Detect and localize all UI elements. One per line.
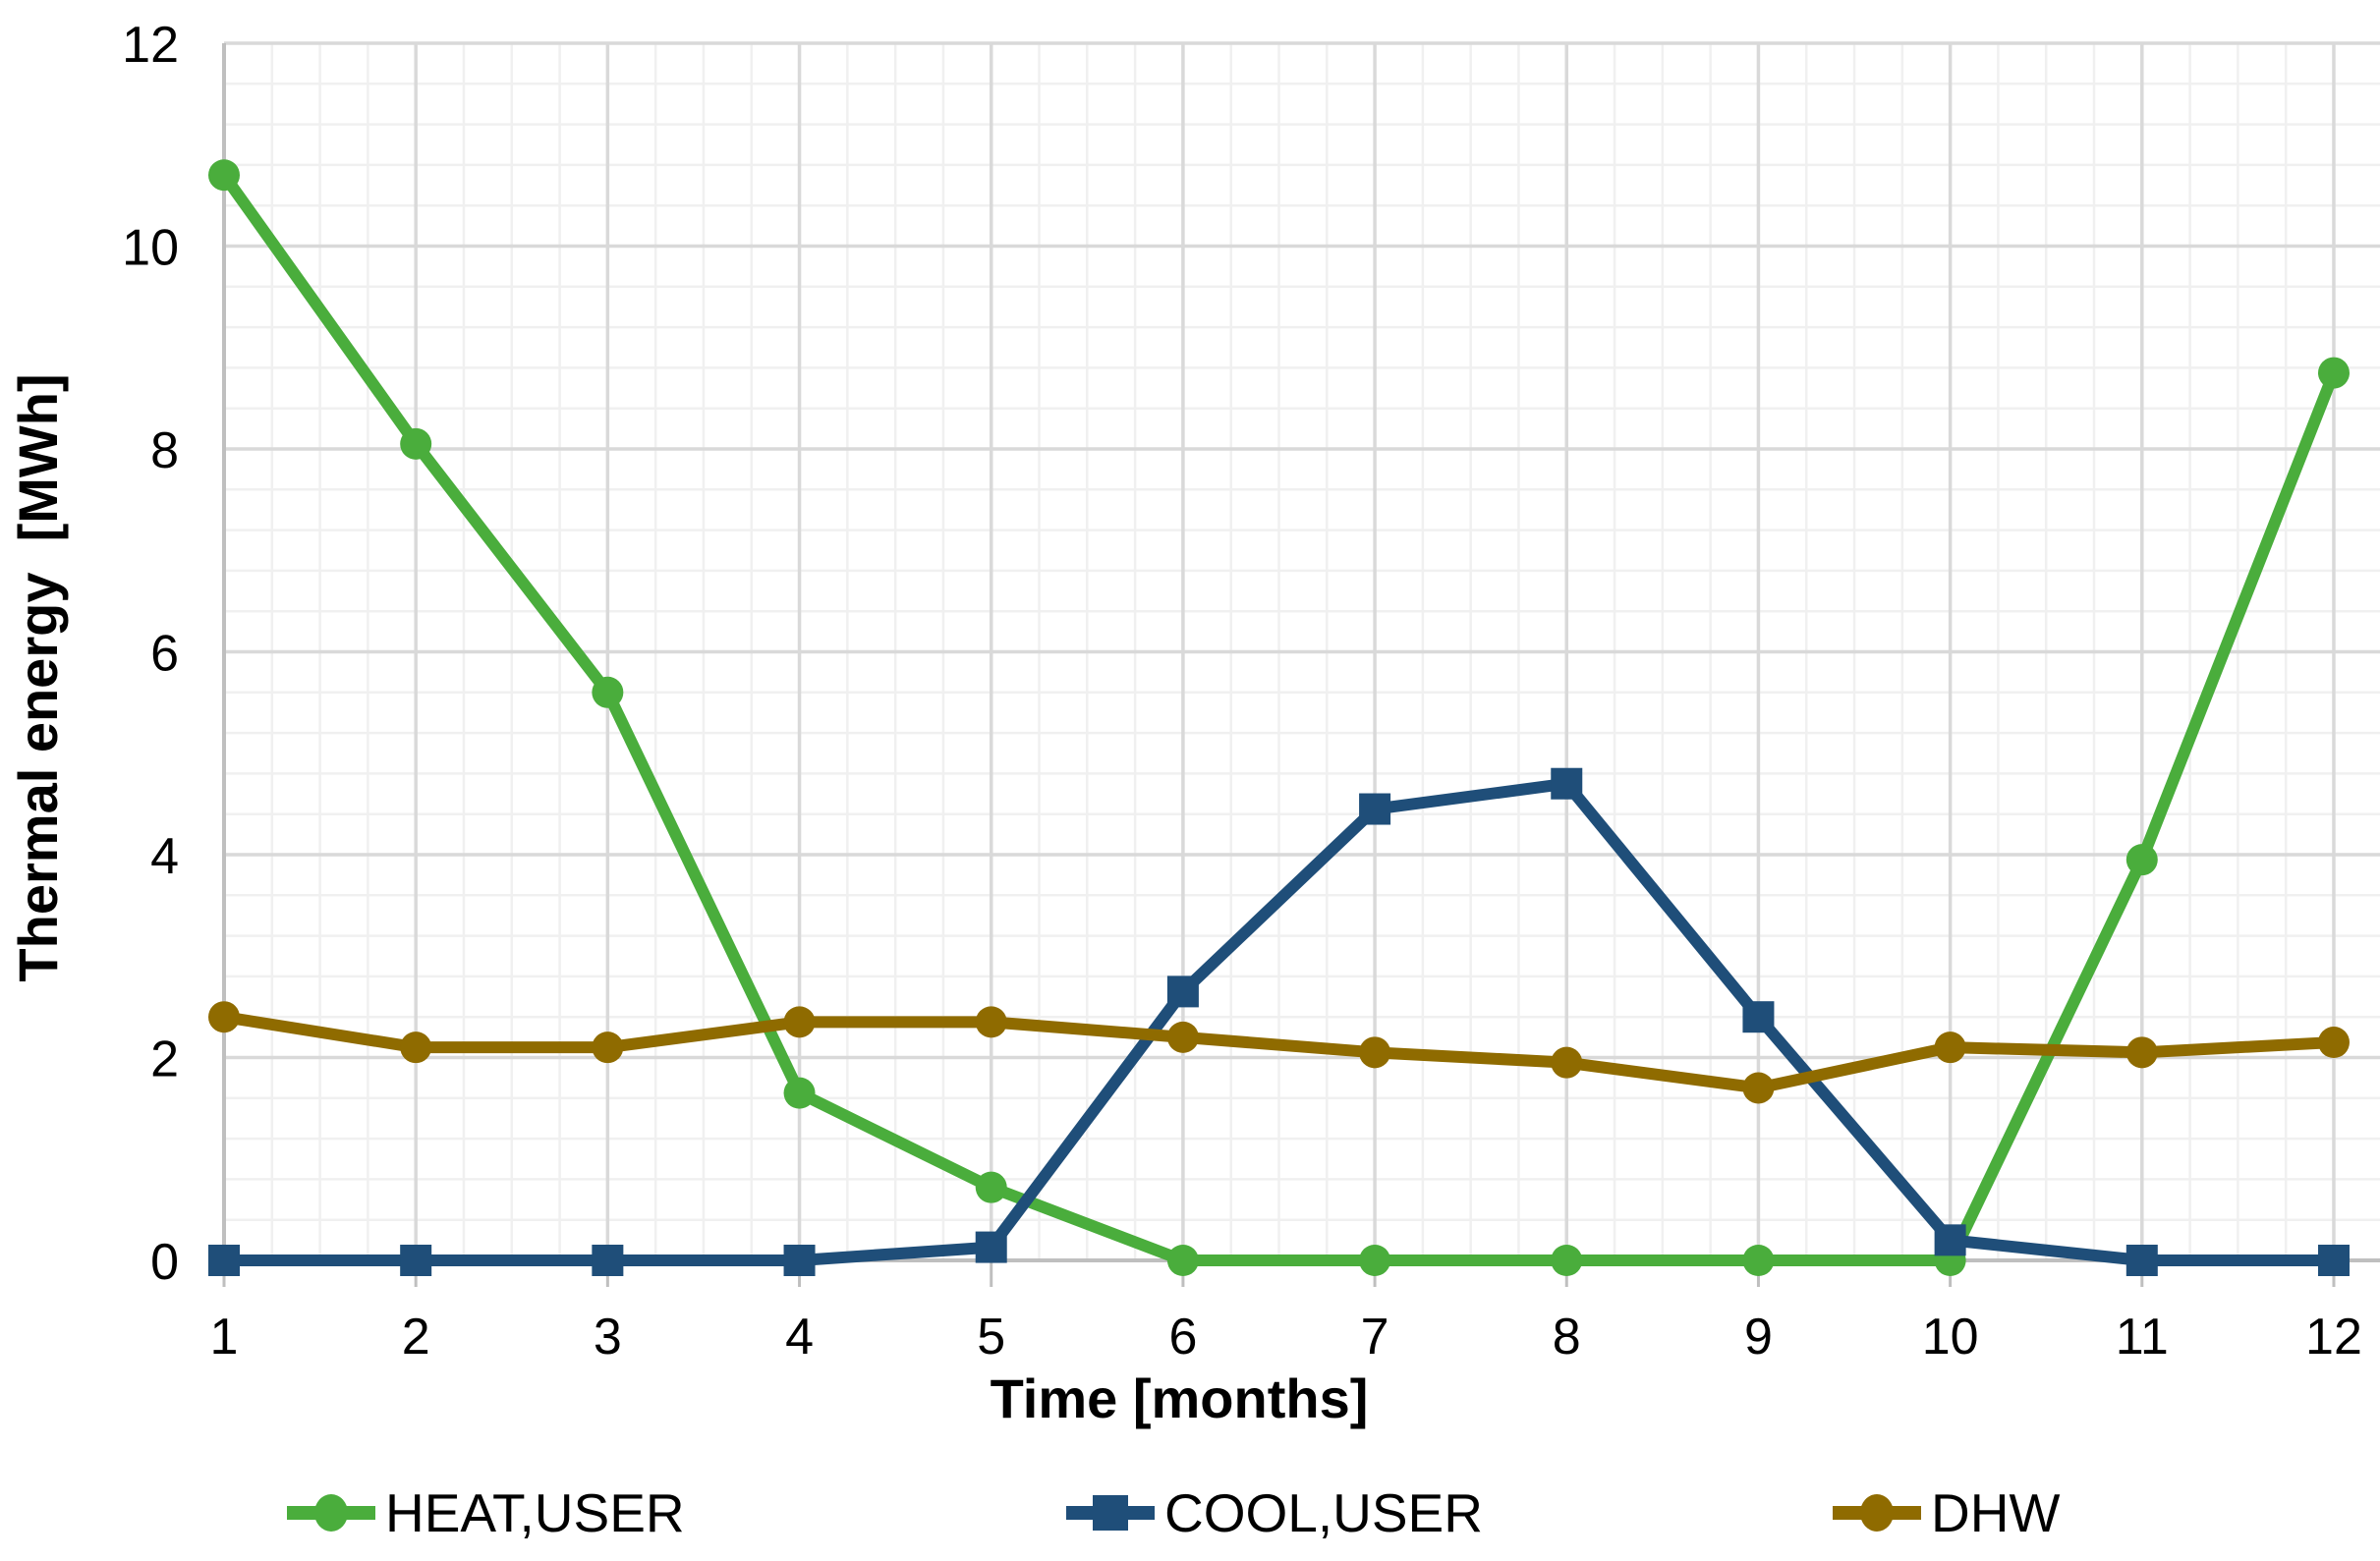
series-dhw-point <box>1551 1046 1583 1079</box>
series-dhw-point <box>1742 1072 1775 1104</box>
series-cool-user-point <box>1742 1001 1775 1033</box>
y-axis-title: Thermal energy [MWh] <box>7 373 69 981</box>
legend-item-heat-user: HEAT,USER <box>287 1482 685 1543</box>
series-heat-user-point <box>592 676 624 708</box>
x-tick-label: 1 <box>210 1309 239 1366</box>
data-series <box>208 159 2350 1276</box>
series-dhw-point <box>1166 1021 1199 1053</box>
x-tick-label: 8 <box>1553 1309 1581 1366</box>
series-heat-user-point <box>783 1077 816 1109</box>
series-cool-user-point <box>400 1245 432 1276</box>
series-dhw-point <box>975 1006 1007 1038</box>
series-dhw-point <box>2125 1036 2158 1069</box>
x-axis-title: Time [months] <box>991 1367 1369 1429</box>
y-tick-label: 10 <box>122 220 179 277</box>
major-gridlines <box>224 41 2380 1260</box>
legend-label-heat-user: HEAT,USER <box>385 1482 685 1543</box>
y-tick-label: 2 <box>150 1031 179 1088</box>
y-tick-label: 8 <box>150 422 179 479</box>
series-dhw-point <box>2317 1027 2350 1059</box>
series-heat-user-point <box>975 1171 1007 1203</box>
legend-label-cool-user: COOL,USER <box>1164 1482 1483 1543</box>
series-dhw-point <box>400 1031 432 1064</box>
series-heat-user-line <box>218 169 2340 1266</box>
legend-label-dhw: DHW <box>1931 1482 2060 1543</box>
x-tick-label: 11 <box>2116 1309 2169 1366</box>
series-heat-user-point <box>1166 1245 1199 1276</box>
series-cool-user-point <box>1551 767 1583 800</box>
series-cool-user-point <box>783 1245 816 1276</box>
series-cool-user-point <box>208 1245 240 1276</box>
series-dhw-point <box>1934 1031 1966 1064</box>
y-tick-label: 12 <box>122 17 179 74</box>
series-dhw-point <box>208 1001 240 1033</box>
x-tick-label: 6 <box>1168 1309 1197 1366</box>
series-heat-user-point <box>208 159 240 192</box>
series-cool-user-point <box>975 1231 1007 1263</box>
legend-circle-marker-icon <box>1860 1494 1894 1532</box>
series-heat-user-point <box>400 427 432 460</box>
legend-square-marker-icon <box>1093 1495 1128 1531</box>
x-tick-label: 2 <box>402 1309 430 1366</box>
x-tick-label: 4 <box>785 1309 814 1366</box>
legend-item-cool-user: COOL,USER <box>1066 1482 1483 1543</box>
series-cool-user-line <box>218 777 2340 1266</box>
series-dhw-point <box>783 1006 816 1038</box>
series-dhw-line <box>218 1011 2340 1094</box>
series-cool-user-point <box>2317 1245 2350 1276</box>
series-heat-user-point <box>1551 1245 1583 1276</box>
legend-circle-marker-icon <box>314 1494 348 1532</box>
x-tick-label: 7 <box>1361 1309 1389 1366</box>
x-tick-label: 10 <box>1922 1309 1979 1366</box>
series-heat-user-point <box>2125 844 2158 876</box>
series-cool-user-point <box>2125 1245 2158 1276</box>
series-cool-user-point <box>1166 976 1199 1008</box>
series-dhw-point <box>592 1031 624 1064</box>
series-cool-user <box>208 767 2350 1276</box>
y-tick-label: 4 <box>150 828 179 885</box>
y-tick-label: 6 <box>150 626 179 683</box>
series-dhw <box>208 1001 2350 1104</box>
x-tick-label: 9 <box>1744 1309 1773 1366</box>
series-heat-user-point <box>2317 357 2350 389</box>
series-dhw-point <box>1359 1036 1391 1069</box>
legend: HEAT,USER COOL,USER DHW <box>287 1482 2060 1543</box>
series-cool-user-point <box>592 1245 624 1276</box>
series-cool-user-point <box>1934 1224 1966 1256</box>
series-cool-user-point <box>1359 793 1391 825</box>
y-tick-label: 0 <box>150 1234 179 1291</box>
legend-item-dhw: DHW <box>1833 1482 2060 1543</box>
series-heat-user-point <box>1742 1245 1775 1276</box>
x-tick-label: 3 <box>594 1309 622 1366</box>
x-tick-label: 5 <box>977 1309 1005 1366</box>
x-tick-label: 12 <box>2305 1309 2362 1366</box>
series-heat-user-point <box>1359 1245 1391 1276</box>
